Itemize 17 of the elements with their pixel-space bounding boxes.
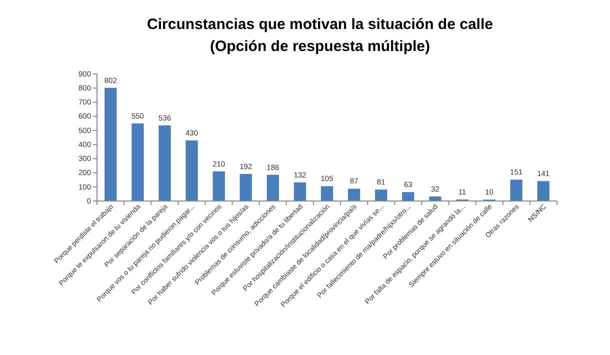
bar <box>375 190 388 201</box>
bar <box>402 192 414 201</box>
bar <box>158 125 171 201</box>
bar <box>537 181 550 201</box>
bar <box>104 88 117 201</box>
bar <box>429 196 442 201</box>
bar <box>186 140 198 201</box>
bar <box>212 171 225 201</box>
bar <box>320 186 334 201</box>
bar <box>348 188 360 201</box>
chart-subtitle: (Opción de respuesta múltiple) <box>210 38 430 55</box>
bar <box>294 182 306 201</box>
bar <box>240 174 252 201</box>
chart-title: Circunstancias que motivan la situación de calle <box>147 16 493 33</box>
bar <box>132 123 144 201</box>
bar <box>266 174 279 201</box>
bar <box>510 180 522 201</box>
